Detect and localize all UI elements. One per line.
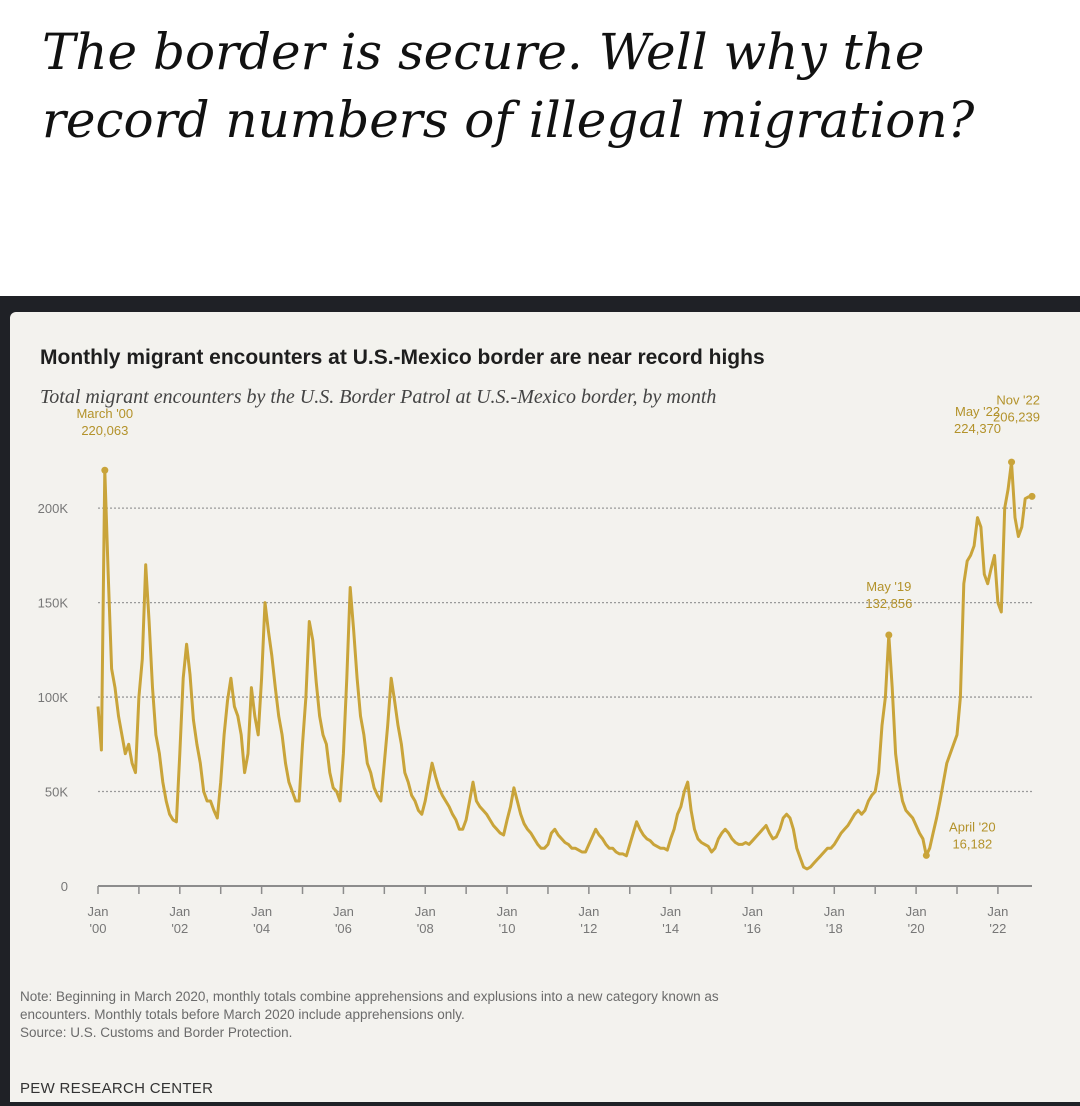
x-tick-labels: Jan '00 Jan '02 Jan '04 Jan '06 Jan '08 Jan '10 Jan '… [88, 904, 1009, 936]
x-axis [97, 885, 1032, 894]
x-tick-label: Jan '10 [497, 904, 518, 936]
x-tick-label: Jan '02 [169, 904, 190, 936]
annotation-value: 224,370 [954, 421, 1001, 436]
y-tick-label: 50K [45, 785, 68, 800]
chart-subtitle: Total migrant encounters by the U.S. Bor… [40, 386, 717, 408]
x-tick-label: Jan '20 [906, 904, 927, 936]
y-axis: 0 50K 100K 150K 200K [38, 501, 69, 894]
annotation-value: 206,239 [993, 409, 1040, 424]
annotations: March '00 220,063 May '19 132,856 April '20 1… [76, 392, 1040, 859]
pew-logo-text: PEW RESEARCH CENTER [20, 1080, 214, 1097]
x-tick-label: Jan '04 [251, 904, 272, 936]
gridlines [98, 507, 1032, 793]
x-tick-label: Jan '18 [824, 904, 845, 936]
x-tick-label: Jan '14 [660, 904, 681, 936]
chart-title: Monthly migrant encounters at U.S.-Mexic… [40, 346, 765, 369]
annotation-point [1028, 492, 1036, 500]
chart-card: Monthly migrant encounters at U.S.-Mexic… [10, 312, 1080, 1102]
x-tick-label: Jan '12 [578, 904, 599, 936]
x-tick-label: Jan '00 [88, 904, 109, 936]
y-tick-label: 150K [38, 596, 69, 611]
annotation-point [101, 466, 109, 474]
y-tick-label: 100K [38, 690, 69, 705]
annotation-point [885, 631, 893, 639]
annotation-label: March '00 [76, 406, 133, 421]
y-tick-label: 200K [38, 501, 69, 516]
chart-photo: Monthly migrant encounters at U.S.-Mexic… [0, 296, 1080, 1106]
annotation-point [922, 851, 930, 859]
annotation-label: May '22 [955, 404, 1000, 419]
annotation-label: April '20 [949, 819, 996, 834]
x-tick-label: Jan '16 [742, 904, 763, 936]
annotation-point [1008, 458, 1016, 466]
x-tick-label: Jan '22 [987, 904, 1008, 936]
meme-caption: The border is secure. Well why the recor… [42, 23, 975, 149]
annotation-label: Nov '22 [996, 392, 1040, 407]
annotation-value: 220,063 [81, 423, 128, 438]
series-lines [96, 460, 1033, 871]
source-text: Source: U.S. Customs and Border Protecti… [20, 1025, 293, 1040]
series-line [96, 460, 1033, 871]
note-text: Note: Beginning in March 2020, monthly t… [20, 989, 719, 1022]
annotation-value: 16,182 [952, 836, 992, 851]
annotation-value: 132,856 [865, 596, 912, 611]
x-tick-label: Jan '06 [333, 904, 354, 936]
y-tick-label: 0 [61, 879, 68, 894]
chart-note: Note: Beginning in March 2020, monthly t… [20, 988, 1020, 1042]
annotation-label: May '19 [866, 579, 911, 594]
x-tick-label: Jan '08 [415, 904, 436, 936]
